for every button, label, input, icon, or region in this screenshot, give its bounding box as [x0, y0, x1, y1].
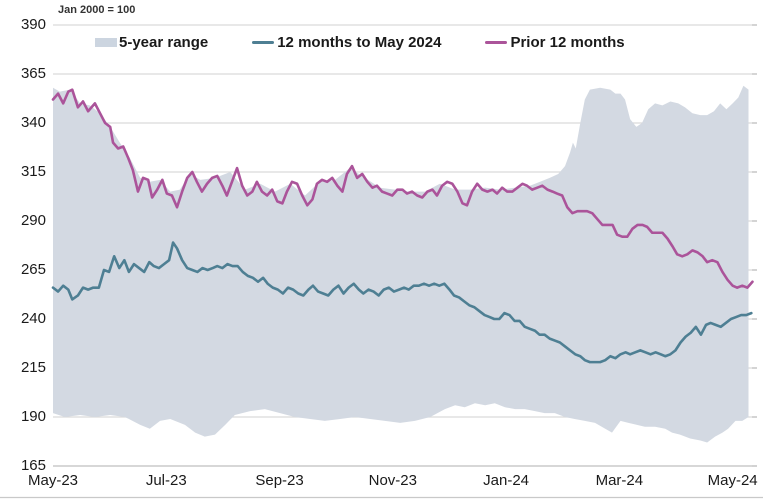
- y-axis-label: 190: [20, 408, 46, 425]
- y-axis-label: 265: [20, 261, 46, 278]
- current-12mo-line: [51, 241, 753, 364]
- y-axis-label: 315: [20, 163, 46, 180]
- x-axis-label: May-23: [27, 472, 79, 489]
- x-axis-label: Nov-23: [368, 472, 417, 489]
- x-axis-label: May-24: [707, 472, 758, 489]
- y-axis-label: 240: [20, 310, 46, 327]
- chart-legend: 5-year range 12 months to May 2024 Prior…: [95, 34, 625, 51]
- five-year-range-band: [53, 85, 749, 443]
- x-axis-label: Jan-24: [483, 472, 530, 489]
- x-axis-label: Sep-23: [255, 472, 304, 489]
- legend-item-current: 12 months to May 2024: [252, 34, 441, 51]
- prior-line-swatch-icon: [485, 40, 508, 45]
- y-axis-label: 365: [20, 65, 46, 82]
- legend-label-range: 5-year range: [119, 34, 209, 51]
- y-axis-label: 290: [20, 212, 46, 229]
- legend-label-prior: Prior 12 months: [510, 34, 625, 51]
- x-axis-label: Mar-24: [595, 472, 644, 489]
- index-base-note: Jan 2000 = 100: [58, 4, 136, 16]
- y-axis-label: 390: [20, 16, 46, 33]
- prior-12mo-line: [51, 88, 754, 289]
- legend-item-range: 5-year range: [95, 34, 208, 51]
- y-axis-label: 165: [20, 457, 46, 474]
- legend-item-prior: Prior 12 months: [485, 34, 625, 51]
- range-band-swatch-icon: [95, 38, 117, 47]
- current-line-swatch-icon: [252, 40, 275, 45]
- y-axis-label: 340: [20, 114, 46, 131]
- legend-label-current: 12 months to May 2024: [277, 34, 442, 51]
- y-axis-label: 215: [20, 359, 46, 376]
- x-axis-label: Jul-23: [145, 472, 187, 489]
